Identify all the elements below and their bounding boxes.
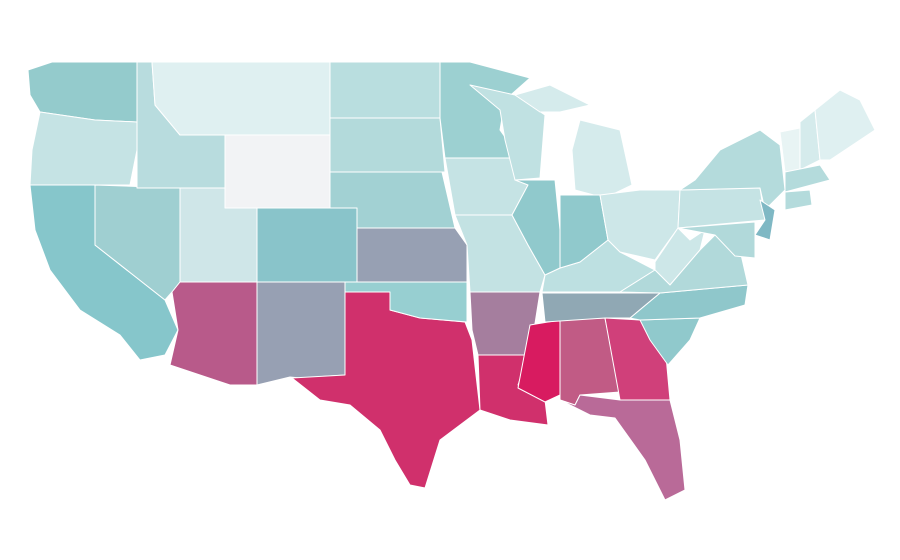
region	[256, 281, 346, 386]
region	[29, 111, 138, 186]
region	[814, 89, 876, 161]
region	[571, 119, 633, 199]
region	[151, 61, 331, 136]
region	[329, 117, 446, 173]
region	[754, 199, 776, 241]
region	[439, 61, 531, 159]
region	[344, 281, 468, 323]
region	[559, 394, 686, 501]
region	[356, 227, 468, 283]
region	[224, 134, 331, 209]
region	[514, 84, 591, 113]
region	[784, 189, 813, 211]
region	[511, 179, 561, 276]
region	[779, 127, 801, 173]
region	[599, 189, 681, 261]
region	[256, 207, 358, 283]
region	[784, 164, 831, 193]
region	[329, 61, 441, 119]
region	[169, 281, 258, 386]
region	[677, 221, 756, 259]
region	[559, 194, 609, 269]
